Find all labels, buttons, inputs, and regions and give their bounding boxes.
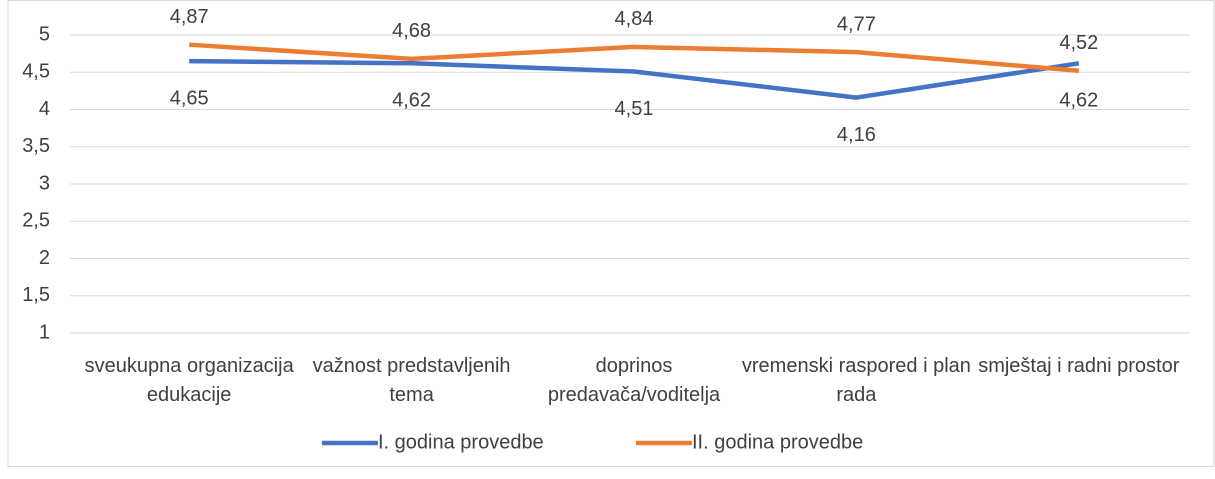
data-label: 4,84: [615, 8, 654, 30]
y-tick-label: 3: [39, 172, 50, 194]
x-tick-label: važnost predstavljenih tema: [312, 355, 511, 406]
legend-label: II. godina provedbe: [692, 431, 863, 453]
legend-label: I. godina provedbe: [378, 431, 544, 453]
data-label: 4,68: [392, 20, 431, 42]
series-line: [189, 42, 1079, 74]
series-line: [189, 58, 1080, 100]
y-tick-label: 2,5: [22, 210, 50, 232]
y-tick-label: 1,5: [22, 284, 50, 306]
data-label: 4,62: [1059, 90, 1098, 112]
y-tick-label: 1: [39, 321, 50, 343]
x-tick-label: vremenski raspored i plan rada: [741, 355, 971, 406]
data-label: 4,52: [1059, 32, 1098, 54]
y-tick-label: 2: [39, 247, 50, 269]
y-tick-label: 3,5: [22, 135, 50, 157]
y-tick-label: 4: [39, 98, 50, 120]
y-tick-label: 5: [39, 23, 50, 45]
data-label: 4,77: [837, 13, 876, 35]
x-tick-label: sveukupna organizacija edukacije: [84, 355, 294, 406]
x-tick-label: doprinos predavača/voditelja: [547, 355, 721, 406]
x-tick-label: smještaj i radni prostor: [978, 355, 1180, 377]
y-tick-label: 4,5: [22, 61, 50, 83]
chart-border: [7, 0, 1215, 467]
data-label: 4,65: [170, 87, 209, 109]
data-label: 4,51: [615, 98, 654, 120]
data-label: 4,62: [392, 90, 431, 112]
data-label: 4,16: [837, 124, 876, 146]
data-label: 4,87: [170, 6, 209, 28]
